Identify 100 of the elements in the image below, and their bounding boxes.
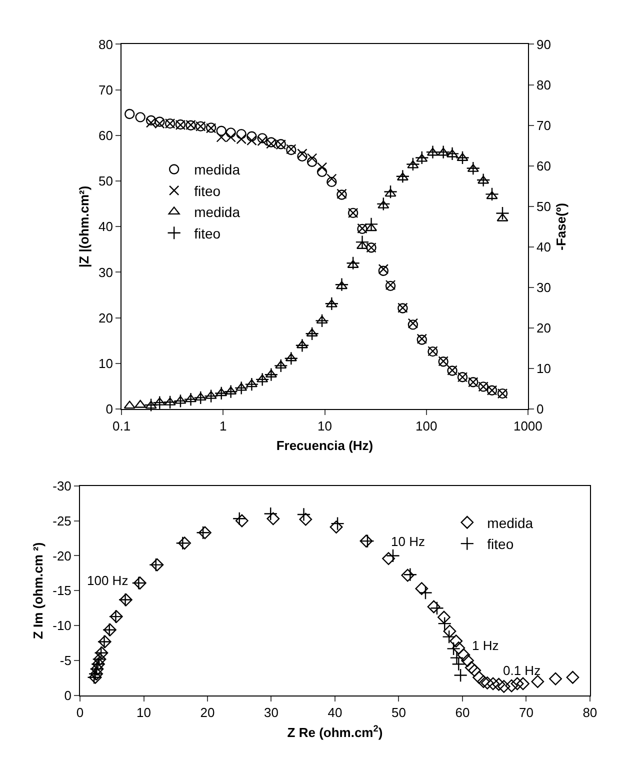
point xyxy=(386,548,400,563)
x-tick-label: 60 xyxy=(455,705,470,720)
point xyxy=(452,657,466,671)
legend-label: fiteo xyxy=(194,182,221,199)
y-tick-label: -5 xyxy=(60,653,72,668)
point xyxy=(531,675,544,688)
y2-tick-label: 30 xyxy=(536,280,551,295)
point xyxy=(257,133,268,144)
point xyxy=(296,508,311,522)
x-tick-label: 30 xyxy=(264,705,278,720)
y-tick-label: 60 xyxy=(98,128,113,143)
point xyxy=(316,166,328,178)
point xyxy=(226,128,236,138)
point xyxy=(427,600,440,614)
point xyxy=(452,642,466,654)
point xyxy=(232,512,246,526)
point xyxy=(443,624,456,638)
point xyxy=(438,616,452,630)
point xyxy=(472,670,486,684)
point xyxy=(403,568,418,582)
point xyxy=(382,552,395,565)
point xyxy=(442,630,456,644)
y2-tick-label: 0 xyxy=(536,402,544,417)
point xyxy=(450,650,464,665)
point xyxy=(497,680,510,693)
point xyxy=(430,601,444,616)
y-tick-label: 50 xyxy=(98,174,113,189)
point xyxy=(178,536,192,550)
legend-label: medida xyxy=(487,514,534,531)
legend-label: fiteo xyxy=(487,536,514,552)
annotation: 10 Hz xyxy=(391,534,425,549)
point xyxy=(266,512,280,526)
y2-tick-label: 80 xyxy=(536,77,551,92)
y2-tick-label: 50 xyxy=(536,198,551,214)
point xyxy=(146,115,156,126)
y-tick-label: 20 xyxy=(98,310,113,326)
y-tick-label: 40 xyxy=(98,219,113,234)
y2-tick-label: 10 xyxy=(536,361,551,376)
y2-tick-label: 40 xyxy=(536,239,551,254)
y2-tick-label: 90 xyxy=(536,36,551,52)
legend-label: medida xyxy=(194,162,240,178)
x-axis-title: Z Re (ohm.cm$^{2}$) xyxy=(287,723,383,740)
point xyxy=(461,654,474,668)
y-tick-label: 70 xyxy=(98,82,113,98)
x-tick-label: 10 xyxy=(136,705,152,720)
point xyxy=(486,677,500,690)
x-tick-label: 80 xyxy=(582,705,598,720)
legend-label: fiteo xyxy=(194,225,221,242)
point xyxy=(454,668,468,682)
x-tick-label: 1000 xyxy=(513,418,542,434)
y-tick-label: 0 xyxy=(64,688,72,704)
point xyxy=(401,568,414,582)
y-axis-title: |Z |(ohm.cm²) xyxy=(76,186,92,268)
point xyxy=(196,526,210,540)
x-tick-label: 50 xyxy=(391,705,406,720)
y-tick-label: -30 xyxy=(52,478,72,494)
point xyxy=(510,677,524,690)
point xyxy=(480,676,494,690)
y-tick-label: -10 xyxy=(52,618,72,634)
point xyxy=(438,610,450,624)
y-tick-label: 30 xyxy=(98,264,113,280)
x-tick-label: 1 xyxy=(220,418,227,434)
point xyxy=(246,131,257,142)
point xyxy=(450,634,463,648)
y-tick-label: -25 xyxy=(52,513,72,528)
y2-tick-label: 60 xyxy=(536,158,551,174)
point xyxy=(457,648,470,662)
point xyxy=(566,670,580,684)
annotation: 1 Hz xyxy=(472,638,499,653)
point xyxy=(236,128,246,140)
point xyxy=(124,108,135,120)
legend-label: medida xyxy=(194,204,240,220)
y-axis-title: Z Im (ohm.cm ²) xyxy=(30,542,46,640)
point xyxy=(330,516,344,530)
point xyxy=(477,675,490,688)
point xyxy=(297,151,308,162)
y-tick-label: 0 xyxy=(106,402,113,417)
point xyxy=(306,156,318,167)
y-tick-label: -15 xyxy=(52,583,72,598)
point xyxy=(492,678,506,691)
x-tick-label: 0 xyxy=(76,705,84,720)
y-tick-label: 80 xyxy=(98,36,113,52)
y2-tick-label: 20 xyxy=(536,320,551,336)
y-tick-label: -20 xyxy=(52,548,72,564)
point xyxy=(264,506,278,521)
x-tick-label: 0.1 xyxy=(112,418,131,434)
point xyxy=(415,582,428,596)
point xyxy=(418,586,432,600)
x-tick-label: 10 xyxy=(318,418,332,434)
x-axis-title: Frecuencia (Hz) xyxy=(276,438,374,454)
x-tick-label: 20 xyxy=(200,705,215,720)
point xyxy=(468,664,482,677)
point xyxy=(505,679,518,692)
annotation: 0.1 Hz xyxy=(503,663,541,678)
point xyxy=(135,112,146,122)
point xyxy=(464,661,478,674)
point xyxy=(330,520,343,534)
x-tick-label: 100 xyxy=(415,418,438,434)
point xyxy=(326,176,337,188)
point xyxy=(198,526,212,540)
